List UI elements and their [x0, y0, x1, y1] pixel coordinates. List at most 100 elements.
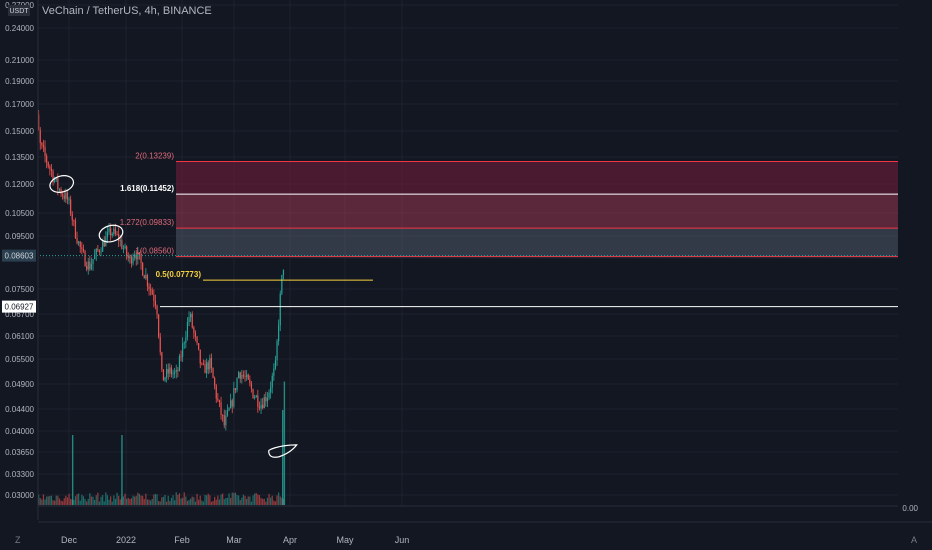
volume-bar	[260, 497, 262, 505]
candle	[214, 376, 216, 390]
zoom-reset-button[interactable]: Z	[15, 535, 21, 545]
candle-body	[273, 368, 275, 376]
auto-scale-button[interactable]: A	[911, 535, 918, 545]
candle-body	[220, 402, 222, 415]
candle	[236, 377, 238, 393]
candle-body	[129, 256, 131, 258]
candle-body	[260, 404, 262, 409]
volume-bar	[154, 493, 157, 505]
volume-bar	[215, 499, 217, 505]
candle-body	[241, 375, 243, 379]
candle-body	[206, 362, 208, 374]
candle	[257, 389, 259, 413]
candle-body	[166, 368, 168, 378]
volume-bar	[238, 495, 240, 505]
volume-bar	[106, 495, 109, 505]
candle-body	[271, 375, 273, 388]
candle-body	[281, 275, 283, 294]
candle-body	[217, 398, 219, 401]
candle	[231, 398, 233, 414]
volume-bar	[249, 496, 251, 505]
volume-bar	[220, 494, 222, 505]
candle	[254, 394, 256, 400]
candle-body	[135, 254, 137, 260]
candle	[234, 387, 237, 394]
candle	[174, 367, 176, 379]
price-tick-16: 0.04400	[5, 405, 34, 414]
volume-bar	[76, 494, 78, 505]
volume-bars	[30, 381, 898, 507]
candle	[210, 353, 213, 373]
candle-body	[148, 286, 150, 289]
candle-body	[188, 317, 190, 323]
candle-body	[199, 349, 201, 364]
volume-bar	[142, 495, 144, 505]
volume-bar	[226, 497, 229, 505]
volume-bar	[167, 495, 169, 505]
volume-spike-0	[71, 435, 74, 505]
volume-bar	[119, 499, 121, 505]
volume-bar	[278, 492, 280, 505]
candle-body	[76, 238, 78, 244]
candle-body	[106, 231, 109, 238]
candle	[206, 358, 208, 379]
volume-bar	[84, 499, 86, 505]
candle-body	[242, 375, 245, 377]
candle	[38, 109, 40, 131]
candle-body	[183, 342, 185, 344]
annotation-curve-2	[268, 444, 298, 458]
chart-title: VeChain / TetherUS, 4h, BINANCE	[42, 5, 212, 17]
volume-bar	[89, 493, 91, 505]
candle	[122, 244, 125, 254]
candle	[182, 337, 184, 362]
candle-body	[170, 367, 173, 375]
currency-badge-bg	[8, 5, 30, 16]
candle-body	[202, 363, 205, 365]
candle	[42, 139, 45, 152]
candle-body	[193, 327, 195, 333]
candle	[108, 223, 110, 235]
candle-body	[231, 400, 233, 407]
candle-body	[266, 398, 269, 402]
volume-bar	[268, 493, 270, 505]
candle	[233, 381, 235, 409]
candle	[220, 396, 222, 420]
candle-body	[44, 147, 46, 156]
volume-bar	[79, 500, 81, 505]
price-badge-0: 0.08603	[5, 252, 34, 261]
price-tick-19: 0.03300	[5, 470, 34, 479]
candle	[268, 389, 270, 401]
volume-bar	[100, 496, 102, 505]
candle	[278, 319, 280, 346]
candle-body	[167, 368, 169, 374]
volume-bar	[258, 495, 261, 505]
volume-bar	[87, 498, 89, 505]
time-axis[interactable]: Dec 2022 Feb Mar Apr May Jun	[38, 521, 932, 545]
volume-bar	[188, 500, 190, 505]
volume-spike-b	[283, 381, 286, 505]
candle	[46, 153, 48, 169]
candle	[66, 189, 69, 205]
volume-bar	[102, 495, 104, 505]
candle	[201, 362, 203, 366]
volume-bar	[255, 492, 257, 505]
fib-zones	[176, 161, 898, 257]
volume-bar	[138, 493, 141, 505]
candle-body	[265, 397, 267, 402]
candle	[250, 380, 253, 393]
candle-body	[278, 325, 280, 342]
drawn-annotations	[49, 175, 298, 458]
price-tick-18: 0.03650	[5, 448, 34, 457]
volume-bar	[228, 493, 230, 505]
volume-bar	[270, 497, 272, 505]
volume-bar	[230, 497, 232, 505]
volume-bar	[266, 497, 269, 505]
volume-bar	[73, 499, 75, 505]
volume-bar	[63, 498, 65, 505]
volume-bar	[55, 495, 57, 505]
fib-label-3: 1(0.08560)	[135, 247, 174, 256]
fib-zone-1272-1	[176, 228, 898, 257]
